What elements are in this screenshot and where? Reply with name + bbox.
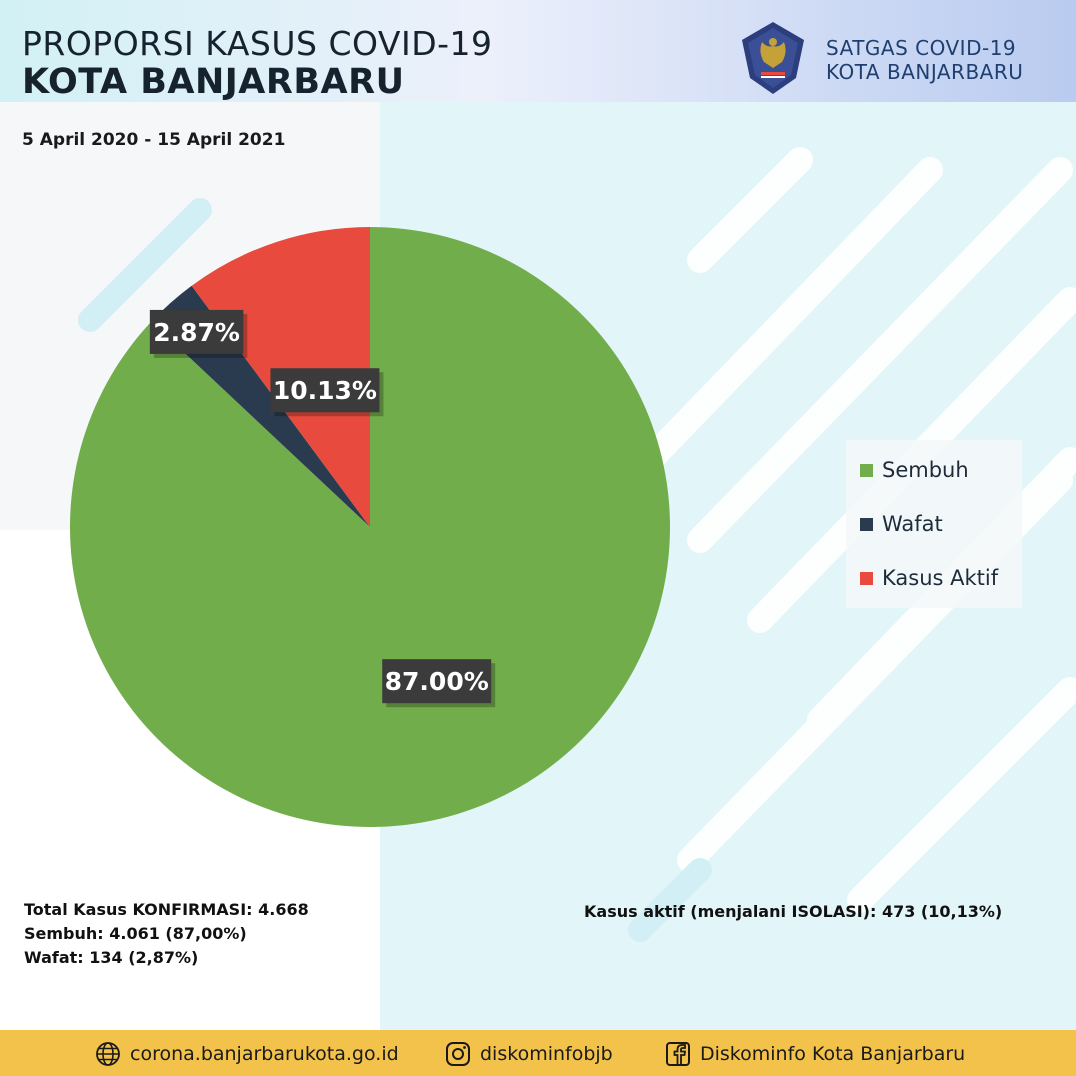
stat-wafat: Wafat: 134 (2,87%) <box>24 948 199 967</box>
stat-total: Total Kasus KONFIRMASI: 4.668 <box>24 900 309 919</box>
legend-swatch-wafat <box>860 517 873 531</box>
garuda-emblem-icon <box>742 22 804 94</box>
facebook-icon <box>666 1042 690 1066</box>
legend-swatch-sembuh <box>860 463 873 477</box>
instagram-icon <box>446 1042 470 1066</box>
footer-website[interactable]: corona.banjarbarukota.go.id <box>94 1040 399 1068</box>
organization-line1: SATGAS COVID-19 <box>826 36 1017 60</box>
footer-facebook[interactable]: Diskominfo Kota Banjarbaru <box>664 1040 965 1068</box>
globe-icon <box>96 1042 120 1066</box>
footer-bar: corona.banjarbarukota.go.id diskominfobj… <box>0 1030 1076 1076</box>
chart-legend: Sembuh Wafat Kasus Aktif <box>846 440 1022 608</box>
footer-website-text: corona.banjarbarukota.go.id <box>130 1043 399 1065</box>
footer-facebook-text: Diskominfo Kota Banjarbaru <box>700 1043 966 1065</box>
footer-instagram-text: diskominfobjb <box>480 1043 613 1065</box>
legend-item-sembuh: Sembuh <box>860 458 969 482</box>
data-label-wafat: 2.87% <box>149 309 248 358</box>
legend-label-kasus-aktif: Kasus Aktif <box>882 566 999 590</box>
legend-item-kasus-aktif: Kasus Aktif <box>860 566 998 590</box>
svg-text:87.00%: 87.00% <box>385 667 489 696</box>
svg-text:10.13%: 10.13% <box>273 376 377 405</box>
legend-label-wafat: Wafat <box>882 512 943 536</box>
svg-text:2.87%: 2.87% <box>153 318 240 347</box>
data-label-sembuh: 87.00% <box>382 659 496 708</box>
date-range: 5 April 2020 - 15 April 2021 <box>22 130 286 150</box>
stat-aktif: Kasus aktif (menjalani ISOLASI): 473 (10… <box>584 902 1003 921</box>
page-title-line2: KOTA BANJARBARU <box>22 62 405 102</box>
pie-chart: 87.00% 2.87% 10.13% <box>69 227 670 828</box>
organization-line2: KOTA BANJARBARU <box>826 60 1024 84</box>
legend-item-wafat: Wafat <box>860 512 943 536</box>
data-label-kasus-aktif: 10.13% <box>270 368 384 417</box>
legend-label-sembuh: Sembuh <box>882 458 969 482</box>
page-title-line1: PROPORSI KASUS COVID-19 <box>22 24 493 63</box>
organization-name: SATGAS COVID-19 KOTA BANJARBARU <box>826 36 1023 84</box>
stat-sembuh: Sembuh: 4.061 (87,00%) <box>24 924 247 943</box>
case-statistics: Total Kasus KONFIRMASI: 4.668 Sembuh: 4.… <box>24 898 309 970</box>
active-case-statistics: Kasus aktif (menjalani ISOLASI): 473 (10… <box>584 900 1002 924</box>
legend-swatch-kasus-aktif <box>860 571 873 585</box>
footer-instagram[interactable]: diskominfobjb <box>444 1040 613 1068</box>
